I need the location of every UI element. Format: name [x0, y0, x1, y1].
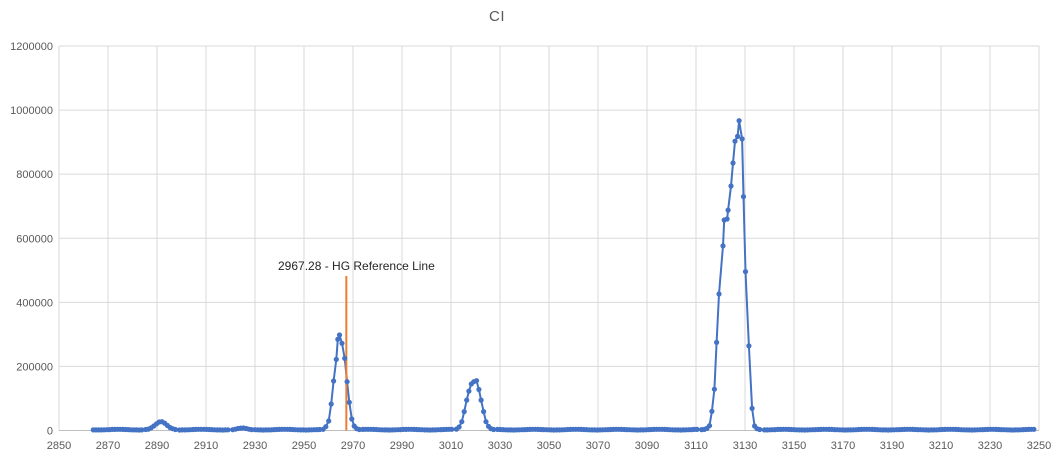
series-point [481, 409, 487, 415]
series-point [336, 332, 343, 338]
series-point [225, 427, 231, 433]
series-point [456, 424, 462, 430]
y-tick-label: 400000 [16, 297, 53, 309]
x-tick-label: 3070 [586, 440, 610, 452]
y-tick-label: 600000 [16, 233, 53, 245]
x-tick-label: 3190 [880, 440, 904, 452]
series-point [724, 216, 730, 222]
y-tick-label: 200000 [16, 361, 53, 373]
series-point [728, 183, 734, 189]
series-point [739, 136, 745, 142]
series-point [483, 419, 489, 425]
x-tick-label: 3170 [831, 440, 855, 452]
y-tick-label: 0 [47, 426, 53, 438]
series-point [725, 207, 731, 213]
x-tick-label: 3150 [782, 440, 806, 452]
series-point [730, 160, 736, 166]
x-tick-label: 3250 [1027, 440, 1051, 452]
series-point [720, 243, 726, 249]
x-tick-label: 3030 [488, 440, 512, 452]
series-point [473, 378, 480, 384]
series-point [333, 356, 339, 362]
series-point [339, 340, 345, 346]
series-point [476, 386, 482, 393]
series-point [478, 397, 484, 403]
x-tick-label: 2910 [194, 440, 218, 452]
x-tick-label: 3010 [439, 440, 463, 452]
series-point [711, 386, 718, 392]
y-tick-label: 1000000 [10, 105, 53, 117]
series-point [461, 409, 467, 415]
x-tick-label: 2990 [390, 440, 414, 452]
series-point [491, 426, 497, 433]
series-point [172, 426, 178, 433]
series-point [694, 426, 700, 432]
chart-title: CI [489, 8, 505, 25]
x-tick-label: 2970 [341, 440, 365, 452]
series-point [466, 388, 472, 394]
series-point [706, 423, 713, 429]
series-point [742, 269, 749, 275]
x-tick-label: 3230 [978, 440, 1002, 452]
series-point [349, 416, 355, 422]
series-point [323, 424, 329, 430]
series-point [716, 291, 722, 297]
series-point [328, 401, 334, 407]
series-point [139, 427, 145, 433]
series-point [449, 426, 455, 432]
y-tick-label: 1200000 [10, 41, 53, 53]
series-point [346, 399, 352, 405]
series-point [740, 194, 747, 200]
x-tick-label: 3050 [537, 440, 561, 452]
series-point [732, 138, 738, 144]
series-point [344, 379, 350, 385]
series-point [459, 419, 465, 425]
series-point [1031, 426, 1037, 432]
series-point [736, 118, 742, 124]
x-tick-label: 3210 [929, 440, 953, 452]
x-tick-label: 3130 [733, 440, 757, 452]
x-tick-label: 2850 [47, 440, 71, 452]
series-point [746, 343, 752, 349]
reference-line-label: 2967.28 - HG Reference Line [278, 259, 435, 273]
series-point [464, 397, 470, 403]
x-tick-label: 2870 [96, 440, 120, 452]
series-point [331, 378, 337, 384]
series-point [326, 418, 332, 424]
series-point [735, 133, 741, 139]
x-tick-label: 2890 [145, 440, 169, 452]
x-tick-label: 2930 [243, 440, 267, 452]
series-point [714, 339, 720, 345]
x-tick-label: 2950 [292, 440, 316, 452]
series-point [749, 405, 755, 411]
x-tick-label: 3110 [684, 440, 708, 452]
series-point [335, 336, 341, 342]
x-tick-label: 3090 [635, 440, 659, 452]
series-line [92, 119, 1035, 431]
series-point [757, 426, 763, 433]
y-tick-label: 800000 [16, 169, 53, 181]
series-point [342, 355, 348, 361]
series-point [709, 408, 715, 414]
